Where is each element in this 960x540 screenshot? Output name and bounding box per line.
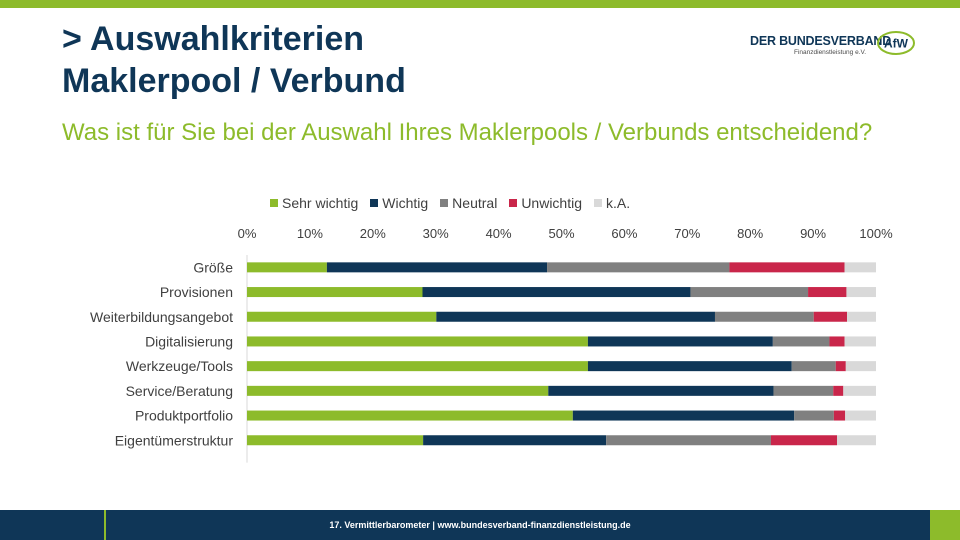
category-label: Weiterbildungsangebot xyxy=(90,309,233,325)
bar-segment xyxy=(833,410,846,421)
category-label: Provisionen xyxy=(160,284,233,300)
x-tick-label: 30% xyxy=(423,226,449,241)
bar-segment xyxy=(326,262,548,273)
brand-logo: DER BUNDESVERBAND Finanzdienstleistung e… xyxy=(750,28,920,60)
bar-segment xyxy=(247,336,588,347)
legend-item: Neutral xyxy=(440,195,497,211)
bar-segment xyxy=(772,336,830,347)
category-label: Service/Beratung xyxy=(126,383,233,399)
bar-segment xyxy=(690,287,809,298)
bar-segment xyxy=(846,287,876,298)
x-tick-label: 60% xyxy=(611,226,637,241)
bar-segment xyxy=(247,435,424,446)
bar-segment xyxy=(847,311,876,322)
logo-subtitle: Finanzdienstleistung e.V. xyxy=(794,49,867,56)
bar-segment xyxy=(587,336,773,347)
page-title: > Auswahlkriterien Maklerpool / Verbund xyxy=(62,18,406,102)
legend-swatch xyxy=(270,199,278,207)
bar-segment xyxy=(548,385,774,396)
legend-item: k.A. xyxy=(594,195,630,211)
bar-segment xyxy=(572,410,795,421)
title-line-2: Maklerpool / Verbund xyxy=(62,62,406,100)
bar-segment xyxy=(247,262,327,273)
legend-item: Sehr wichtig xyxy=(270,195,358,211)
title-line-1: > Auswahlkriterien xyxy=(62,20,365,58)
category-label: Werkzeuge/Tools xyxy=(126,358,233,374)
bar-segment xyxy=(791,361,836,372)
bar-segment xyxy=(247,361,588,372)
bar-segment xyxy=(422,287,691,298)
bar-segment xyxy=(436,311,715,322)
legend-label: Sehr wichtig xyxy=(282,195,359,211)
bar-segment xyxy=(587,361,792,372)
legend-swatch xyxy=(594,199,603,207)
bar-segment xyxy=(247,385,549,396)
category-label: Eigentümerstruktur xyxy=(115,432,234,448)
bar-segment xyxy=(247,311,437,322)
bar-segment xyxy=(813,311,848,322)
legend-swatch xyxy=(370,199,379,207)
footer-left-block xyxy=(0,510,106,540)
legend-label: Unwichtig xyxy=(521,195,583,211)
legend-label: Neutral xyxy=(452,195,498,211)
bar-segment xyxy=(423,435,607,446)
bar-segment xyxy=(714,311,814,322)
logo-name: DER BUNDESVERBAND xyxy=(750,34,892,48)
legend-label: k.A. xyxy=(606,195,631,211)
chart-legend: Sehr wichtig Wichtig Neutral Unwichtig k.A. xyxy=(270,193,630,213)
bar-segment xyxy=(606,435,771,446)
category-label: Digitalisierung xyxy=(145,333,233,349)
bar-segment xyxy=(844,262,876,273)
bar-segment xyxy=(829,336,845,347)
logo-mark-icon: AfW xyxy=(877,31,915,55)
bar-segment xyxy=(794,410,834,421)
legend-item: Wichtig xyxy=(370,195,428,211)
x-tick-label: 90% xyxy=(800,226,826,241)
legend-item: Unwichtig xyxy=(509,195,582,211)
footer-text: 17. Vermittlerbarometer | www.bundesverb… xyxy=(329,520,631,530)
bar-segment xyxy=(835,361,846,372)
x-tick-label: 70% xyxy=(674,226,700,241)
category-label: Produktportfolio xyxy=(135,408,233,424)
x-tick-label: 20% xyxy=(360,226,386,241)
stacked-bar-chart: 0% 10% 20% 30% 40% 50% 60% 70% 80% 90% 100% Größe Pr… xyxy=(90,226,893,463)
x-tick-label: 0% xyxy=(238,226,257,241)
bar-segment xyxy=(844,336,876,347)
bar-segment xyxy=(833,385,844,396)
bar-segment xyxy=(845,361,876,372)
bar-segment xyxy=(729,262,845,273)
x-tick-label: 10% xyxy=(297,226,323,241)
bar-segment xyxy=(247,410,573,421)
chart-question: Was ist für Sie bei der Auswahl Ihres Ma… xyxy=(62,119,873,146)
bar-segment xyxy=(547,262,730,273)
x-tick-label: 50% xyxy=(548,226,574,241)
legend-label: Wichtig xyxy=(382,195,429,211)
bar-segment xyxy=(770,435,838,446)
bar-segment xyxy=(843,385,876,396)
bar-segment xyxy=(773,385,834,396)
x-tick-label: 100% xyxy=(859,226,893,241)
logo-mark-text: AfW xyxy=(884,37,909,51)
bar-segment xyxy=(837,435,876,446)
x-tick-label: 80% xyxy=(737,226,763,241)
footer-bar: 17. Vermittlerbarometer | www.bundesverb… xyxy=(0,510,960,540)
bar-segment xyxy=(247,287,423,298)
category-label: Größe xyxy=(193,259,233,275)
legend-swatch xyxy=(440,199,449,207)
top-accent-bar xyxy=(0,0,960,8)
legend-swatch xyxy=(509,199,518,207)
bar-segment xyxy=(845,410,876,421)
x-tick-label: 40% xyxy=(486,226,512,241)
footer-right-accent xyxy=(930,510,960,540)
bar-segment xyxy=(808,287,847,298)
